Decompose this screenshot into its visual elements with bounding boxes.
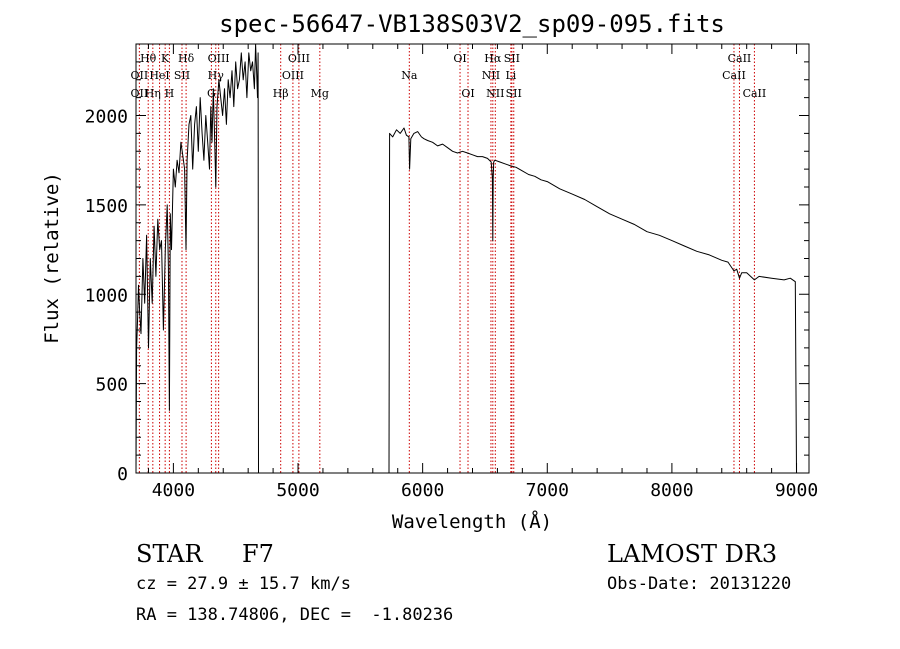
line-label-13: OIII (282, 69, 304, 82)
y-tick-label: 500 (95, 375, 128, 396)
line-label-9: OIII (208, 52, 230, 65)
y-tick-label: 1500 (85, 196, 128, 217)
x-tick-label: 8000 (650, 480, 693, 501)
line-label-1: Hη (145, 87, 161, 100)
x-tick-label: 4000 (152, 480, 195, 501)
line-label-6: H (165, 87, 175, 100)
x-tick-label: 5000 (276, 480, 319, 501)
survey-name: LAMOST DR3 (607, 540, 778, 568)
line-label-23: Li (505, 69, 516, 82)
line-label-3: OII (131, 87, 149, 100)
line-label-25: CaII (728, 52, 752, 65)
spectral-line-markers (138, 44, 755, 473)
line-label-17: OI (453, 52, 466, 65)
line-label-18: OI (461, 87, 474, 100)
line-label-5: K (161, 52, 170, 65)
line-label-7: SII (174, 69, 190, 82)
line-label-12: Hβ (273, 87, 289, 100)
line-label-26: CaII (722, 69, 746, 82)
line-label-20: NII (482, 69, 500, 82)
line-label-16: Na (401, 69, 418, 82)
x-tick-label: 9000 (775, 480, 818, 501)
x-tick-label: 7000 (526, 480, 569, 501)
line-label-19: Hα (484, 52, 502, 65)
x-axis-label: Wavelength (Å) (392, 510, 552, 533)
line-label-2: OII (131, 69, 149, 82)
line-label-15: Mg (311, 87, 329, 100)
line-label-10: Hγ (208, 69, 225, 82)
line-label-0: Hθ (140, 52, 157, 65)
chart-title: spec-56647-VB138S03V2_sp09-095.fits (219, 10, 725, 38)
line-label-4: HeI (149, 69, 169, 82)
line-label-8: Hδ (178, 52, 195, 65)
spectrum-segment-1 (388, 127, 797, 474)
plot-frame (135, 43, 810, 474)
spectrum-series (135, 43, 797, 474)
line-label-22: SII (504, 52, 520, 65)
line-label-27: CaII (743, 87, 767, 100)
object-class: STAR (136, 540, 203, 568)
line-label-14: OIII (288, 52, 310, 65)
axis-ticks (136, 43, 809, 474)
y-tick-label: 1000 (85, 285, 128, 306)
line-label-21: NII (486, 87, 504, 100)
line-label-11: G (207, 87, 216, 100)
y-tick-label: 0 (117, 464, 128, 485)
coordinates: RA = 138.74806, DEC = -1.80236 (136, 605, 454, 625)
y-axis-label: Flux (relative) (41, 172, 63, 344)
axis-tick-labels: 4000 5000 6000 7000 8000 9000 0 500 1000 1500 2000 (85, 107, 819, 502)
redshift-text: cz = 27.9 ± 15.7 km/s (136, 574, 351, 594)
x-tick-label: 6000 (401, 480, 444, 501)
y-tick-label: 2000 (85, 107, 128, 128)
subclass: F7 (242, 540, 274, 568)
obs-date: Obs-Date: 20131220 (607, 574, 792, 594)
line-label-24: SII (506, 87, 522, 100)
spectrum-segment-0 (135, 43, 259, 474)
